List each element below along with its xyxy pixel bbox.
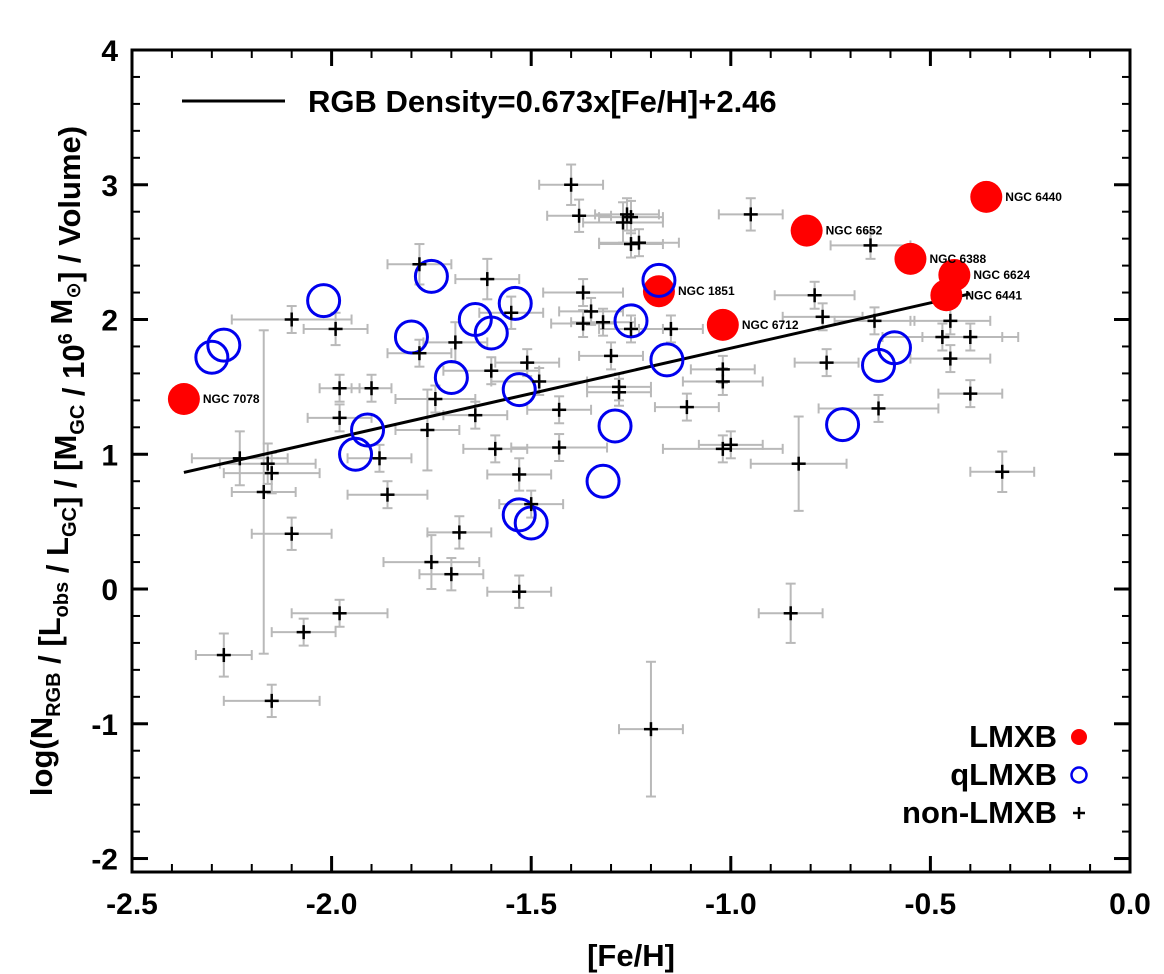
y-axis-title: log(NRGB / [Lobs / LGC] / [MGC / 106 M⊙]… [24, 126, 91, 796]
qlmxb-point [825, 407, 861, 443]
y-axis-title-part: GC [67, 405, 89, 435]
points-layer [167, 177, 1010, 737]
y-tick-label: 3 [101, 170, 118, 203]
lmxb-point [790, 214, 823, 247]
qlmxb-point [585, 463, 621, 499]
x-tick-label: -0.5 [905, 888, 957, 921]
legend-label: qLMXB [950, 757, 1057, 792]
y-tick-label: 4 [101, 35, 118, 68]
cluster-label: NGC 6388 [929, 252, 986, 266]
x-tick-label: -1.5 [505, 888, 557, 921]
cluster-label: NGC 6624 [973, 268, 1030, 282]
y-axis-title-part: M [44, 299, 79, 333]
y-axis-title-part: ⊙ [63, 282, 85, 299]
qlmxb-point [413, 258, 449, 294]
x-axis-title: [Fe/H] [587, 938, 675, 973]
qlmxb-point [306, 283, 342, 319]
x-tick-label: -1.0 [705, 888, 757, 921]
cluster-label: NGC 6652 [826, 224, 883, 238]
y-axis-title-part: ] / Volume) [52, 126, 87, 282]
fit-layer: RGB Density=0.673x[Fe/H]+2.46 [182, 84, 971, 474]
y-axis-title-part: 6 [55, 333, 77, 344]
y-tick-label: 2 [101, 305, 118, 338]
qlmxb-point [194, 339, 230, 375]
cluster-label: NGC 7078 [203, 392, 260, 406]
ticks-layer: -2.5 -2.0 -1.5 -1.0 -0.5 0.0 -2 -1 0 1 2 3 4 [91, 35, 1151, 921]
qlmxb-point [497, 285, 533, 321]
qlmxb-point [393, 319, 429, 355]
fit-legend-label: RGB Density=0.673x[Fe/H]+2.46 [308, 84, 777, 119]
lmxb-point [894, 242, 927, 275]
y-tick-label: 0 [101, 574, 118, 607]
cluster-label: NGC 6440 [1005, 190, 1062, 204]
qlmxb-point [206, 327, 242, 363]
legend-lmxb-marker [1071, 729, 1087, 745]
plot-frame [130, 48, 1132, 874]
labels-layer: NGC 7078 NGC 1851 NGC 6712 NGC 6652 NGC 6388… [203, 190, 1062, 406]
y-tick-label: -2 [91, 844, 118, 877]
y-tick-label: -1 [91, 709, 118, 742]
y-axis-title-part: / 10 [56, 344, 91, 404]
y-axis-title-part: log(N [24, 717, 59, 796]
y-axis-title-part: RGB [43, 672, 65, 716]
lmxb-point [706, 308, 739, 341]
cluster-label: NGC 6441 [965, 288, 1022, 302]
lmxb-point [167, 383, 200, 416]
qlmxb-point [350, 412, 386, 448]
legend-label: LMXB [969, 719, 1057, 754]
qlmxb-point [473, 315, 509, 351]
qlmxb-point [501, 372, 537, 408]
x-tick-label: 0.0 [1109, 888, 1151, 921]
y-axis-title-part: ] / [M [48, 435, 83, 507]
qlmxb-point [338, 436, 374, 472]
y-axis-title-part: / L [40, 537, 75, 582]
y-axis-title-part: obs [51, 582, 73, 618]
lmxb-point [970, 180, 1003, 213]
lmxb-point [642, 275, 675, 308]
qlmxb-point [597, 408, 633, 444]
legend-label: non-LMXB [902, 795, 1057, 830]
qlmxb-point [613, 303, 649, 339]
x-tick-label: -2.0 [306, 888, 358, 921]
legend-qlmxb-marker [1070, 766, 1088, 784]
y-tick-label: 1 [101, 439, 118, 472]
cluster-label: NGC 1851 [678, 284, 735, 298]
y-axis-title-part: GC [59, 507, 81, 537]
qlmxb-point [876, 330, 912, 366]
qlmxb-point [501, 497, 537, 533]
qlmxb-point [433, 359, 469, 395]
fit-line [183, 292, 971, 474]
lmxb-point [930, 279, 963, 312]
qlmxb-point [649, 342, 685, 378]
y-axis-title-part: / [L [32, 617, 67, 672]
qlmxb-point [641, 262, 677, 298]
cluster-label: NGC 6712 [742, 318, 799, 332]
x-tick-label: -2.5 [106, 888, 158, 921]
